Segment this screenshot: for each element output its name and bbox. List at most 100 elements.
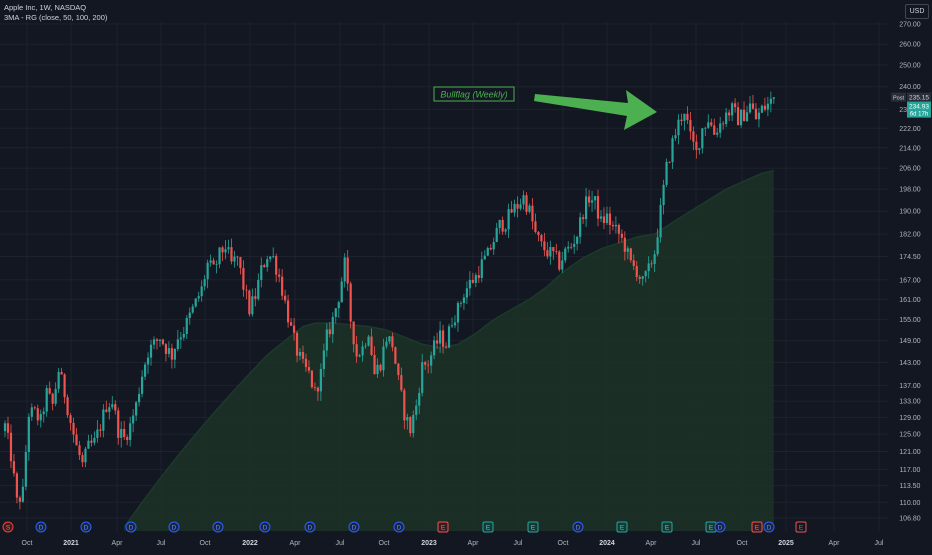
candle <box>337 300 340 318</box>
candle <box>465 281 468 304</box>
candle <box>498 219 501 234</box>
event-marker-earnings-down[interactable]: E <box>751 521 763 533</box>
candle <box>158 339 162 347</box>
candle <box>173 348 176 369</box>
price-tick-label: 125.00 <box>899 432 921 439</box>
candle <box>170 343 173 369</box>
candle <box>164 343 168 362</box>
svg-text:D: D <box>129 525 134 532</box>
price-tick-label: 206.00 <box>899 166 921 173</box>
event-marker-split[interactable]: S <box>2 521 14 533</box>
candle <box>543 232 546 257</box>
candle <box>754 103 758 120</box>
currency-button[interactable]: USD <box>905 4 929 19</box>
candle <box>561 251 564 273</box>
price-tick-label: 133.00 <box>899 399 921 406</box>
event-marker-earnings-up[interactable]: E <box>661 521 673 533</box>
candle <box>33 405 36 410</box>
event-marker-dividend[interactable]: D <box>35 521 47 533</box>
candle <box>224 240 227 260</box>
event-marker-earnings-upcoming[interactable]: E <box>795 521 807 533</box>
candle <box>117 407 120 445</box>
candle <box>742 101 746 122</box>
event-marker-dividend[interactable]: D <box>348 521 360 533</box>
candle <box>215 260 218 274</box>
candle <box>81 452 84 467</box>
candle <box>364 342 367 349</box>
time-tick-label: Jul <box>157 540 166 547</box>
event-marker-dividend[interactable]: D <box>259 521 271 533</box>
time-tick-label: 2025 <box>778 540 794 547</box>
candle <box>567 241 570 253</box>
event-marker-dividend[interactable]: D <box>212 521 224 533</box>
candle <box>325 323 328 357</box>
indicator-legend[interactable]: 3MA - RG (close, 50, 100, 200) <box>4 13 108 22</box>
event-marker-dividend[interactable]: D <box>393 521 405 533</box>
event-marker-dividend[interactable]: D <box>763 521 775 533</box>
event-marker-dividend[interactable]: D <box>80 521 92 533</box>
event-marker-dividend[interactable]: D <box>714 521 726 533</box>
candle <box>704 126 707 137</box>
time-tick-label: Apr <box>468 540 480 547</box>
candle <box>477 266 480 283</box>
price-tick-label: 260.00 <box>899 42 921 49</box>
event-marker-dividend[interactable]: D <box>125 521 137 533</box>
event-marker-earnings-down[interactable]: E <box>437 521 449 533</box>
candle <box>313 382 317 391</box>
svg-text:D: D <box>216 525 221 532</box>
price-axis[interactable]: 106.80 110.00 113.50 117.00 121.00 125.00 129.… <box>888 0 932 550</box>
candle <box>275 253 278 283</box>
candle <box>739 109 743 128</box>
candle <box>424 360 427 370</box>
candle <box>614 216 617 234</box>
candle <box>42 407 45 423</box>
candle <box>12 454 16 477</box>
candle <box>757 107 761 128</box>
candle <box>531 198 534 230</box>
time-tick-label: Apr <box>112 540 124 547</box>
event-marker-dividend[interactable]: D <box>572 521 584 533</box>
candles <box>3 91 775 510</box>
svg-text:E: E <box>531 525 536 532</box>
event-marker-dividend[interactable]: D <box>304 521 316 533</box>
candle <box>292 318 296 341</box>
candle <box>400 367 403 393</box>
candle <box>161 338 165 346</box>
candle <box>21 478 24 503</box>
event-marker-earnings-up[interactable]: E <box>616 521 628 533</box>
time-tick-label: Oct <box>558 540 569 547</box>
event-marker-earnings-up[interactable]: E <box>482 521 494 533</box>
candle <box>501 216 504 235</box>
event-marker-dividend[interactable]: D <box>168 521 180 533</box>
bullflag-annotation[interactable]: Bullflag (Weekly) <box>433 86 657 130</box>
time-axis[interactable]: Oct 2021 Apr Jul Oct 2022 Apr Jul Oct 2023 Apr Jul O… <box>0 534 888 550</box>
candle <box>695 134 698 159</box>
candle <box>90 434 93 447</box>
candle <box>459 300 463 308</box>
candle <box>51 392 54 411</box>
candle <box>671 135 674 169</box>
post-label: Post <box>893 96 904 102</box>
time-tick-label: Apr <box>290 540 302 547</box>
svg-text:E: E <box>799 525 804 532</box>
candle <box>421 353 424 397</box>
price-tick-label: 182.00 <box>899 232 921 239</box>
price-tick-label: 198.00 <box>899 187 921 194</box>
candle <box>522 190 525 210</box>
candle <box>519 198 522 211</box>
candle <box>316 386 319 401</box>
candle <box>304 353 308 372</box>
candle <box>674 128 677 141</box>
candle <box>60 367 63 375</box>
svg-text:E: E <box>441 525 446 532</box>
event-marker-earnings-up[interactable]: E <box>527 521 539 533</box>
last-price-label: 234.93 <box>909 104 929 111</box>
candle <box>719 116 722 138</box>
candle <box>84 446 87 468</box>
candle <box>540 233 543 247</box>
candle <box>9 424 13 469</box>
candle <box>486 246 489 256</box>
candle <box>87 434 90 449</box>
